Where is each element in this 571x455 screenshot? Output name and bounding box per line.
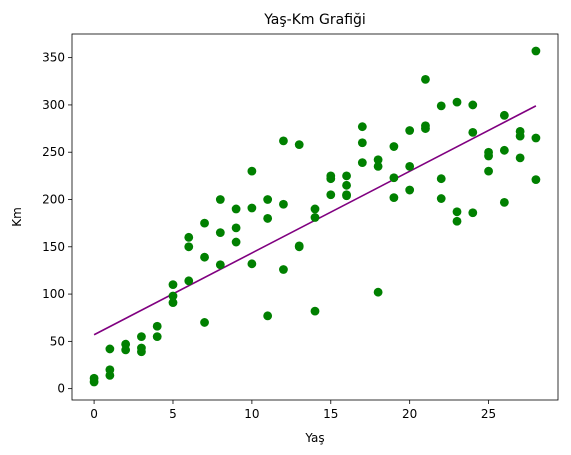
scatter-point — [499, 197, 509, 207]
scatter-point — [279, 136, 288, 146]
scatter-point — [373, 287, 383, 297]
scatter-point — [499, 110, 509, 120]
scatter-point — [515, 127, 525, 136]
scatter-point — [247, 166, 257, 176]
scatter-point — [373, 155, 383, 165]
scatter-point — [310, 204, 320, 214]
scatter-point — [310, 213, 320, 222]
x-tick-label: 5 — [169, 407, 177, 421]
scatter-point — [468, 100, 478, 110]
scatter-point — [263, 214, 273, 223]
scatter-point — [531, 133, 541, 143]
scatter-point — [389, 173, 399, 183]
y-tick-label: 200 — [42, 193, 65, 207]
scatter-point — [484, 147, 493, 157]
scatter-point — [373, 162, 383, 171]
scatter-point — [168, 291, 178, 301]
scatter-point — [421, 121, 430, 131]
scatter-point — [247, 203, 257, 213]
scatter-point — [105, 344, 115, 354]
scatter-point — [326, 171, 336, 181]
scatter-point — [452, 216, 462, 226]
scatter-point — [531, 175, 541, 185]
y-tick-label: 250 — [42, 145, 65, 159]
scatter-point — [484, 166, 493, 176]
scatter-point — [184, 232, 194, 242]
x-tick-label: 15 — [323, 407, 338, 421]
scatter-point — [168, 280, 178, 290]
scatter-point — [405, 126, 415, 135]
scatter-point — [279, 199, 288, 209]
y-tick-label: 300 — [42, 98, 65, 112]
scatter-point — [436, 194, 446, 203]
scatter-point — [436, 174, 446, 184]
scatter-point — [231, 237, 241, 247]
y-tick-label: 350 — [42, 51, 65, 65]
scatter-point — [215, 195, 225, 204]
scatter-point — [263, 311, 273, 321]
scatter-point — [231, 204, 241, 214]
scatter-point — [200, 318, 209, 327]
scatter-point — [184, 276, 194, 286]
y-tick-label: 50 — [50, 334, 65, 348]
x-tick-label: 25 — [481, 407, 496, 421]
scatter-point — [247, 259, 257, 269]
scatter-point — [389, 142, 399, 151]
x-axis-label: Yaş — [304, 431, 324, 445]
scatter-point — [468, 127, 478, 137]
x-tick-label: 10 — [244, 407, 259, 421]
scatter-point — [89, 373, 99, 383]
scatter-point — [405, 185, 415, 195]
scatter-point — [342, 190, 351, 200]
scatter-point — [357, 122, 367, 132]
scatter-point — [121, 339, 131, 349]
scatter-point — [342, 171, 351, 181]
scatter-point — [342, 180, 351, 190]
y-tick-label: 100 — [42, 287, 65, 301]
scatter-point — [468, 208, 478, 218]
scatter-point — [279, 265, 288, 274]
scatter-point — [452, 97, 462, 107]
scatter-point — [215, 260, 225, 270]
x-tick-label: 20 — [402, 407, 417, 421]
scatter-point — [357, 158, 367, 168]
scatter-point — [200, 252, 209, 262]
scatter-point — [421, 74, 430, 84]
scatter-point — [137, 343, 146, 353]
scatter-point — [294, 242, 304, 252]
scatter-point — [499, 145, 509, 155]
scatter-point — [389, 193, 399, 203]
chart-title: Yaş-Km Grafiği — [263, 12, 366, 28]
scatter-point — [105, 365, 115, 375]
scatter-point — [310, 306, 320, 316]
scatter-point — [184, 242, 194, 252]
y-tick-label: 0 — [57, 382, 65, 396]
scatter-point — [168, 298, 178, 307]
scatter-point — [152, 321, 162, 331]
scatter-point — [452, 207, 462, 217]
y-tick-label: 150 — [42, 240, 65, 254]
scatter-point — [326, 190, 336, 200]
scatter-point — [357, 138, 367, 148]
marks — [89, 46, 541, 387]
plot-frame — [71, 33, 559, 401]
scatter-point — [215, 228, 225, 238]
scatter-point — [515, 153, 525, 163]
scatter-point — [152, 332, 162, 342]
x-tick-label: 0 — [90, 407, 98, 421]
scatter-point — [137, 332, 146, 342]
scatter-point — [531, 46, 541, 56]
scatter-point — [405, 162, 415, 171]
scatter-point — [200, 218, 209, 228]
scatter-point — [294, 140, 304, 150]
scatter-point — [231, 223, 241, 233]
scatter-point — [263, 195, 273, 204]
y-axis-label: Km — [10, 207, 24, 227]
scatter-point — [436, 101, 446, 111]
